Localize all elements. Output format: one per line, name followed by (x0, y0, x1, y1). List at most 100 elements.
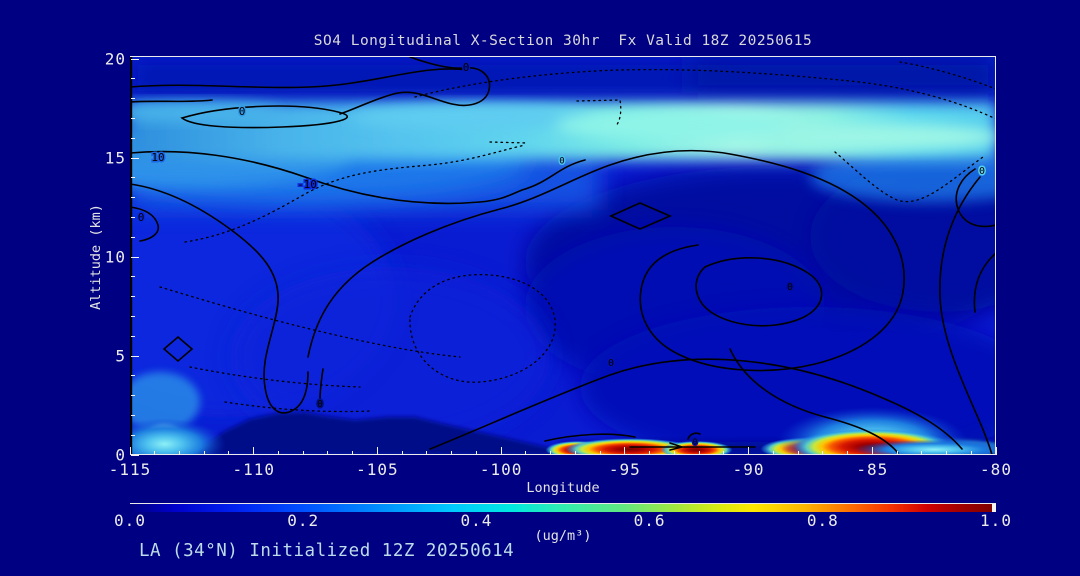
x-minor-tick (723, 451, 725, 455)
colorbar-unit: (ug/m³) (534, 528, 592, 544)
y-minor-tick (131, 414, 135, 416)
x-tick-label: -115 (108, 460, 152, 479)
x-minor-tick (822, 451, 824, 455)
x-minor-tick (401, 451, 403, 455)
x-minor-tick (896, 451, 898, 455)
x-major-tick (253, 447, 255, 455)
colorbar-end-cap (992, 504, 996, 512)
contour-labels: 0 10 -10 0 0 0 0 0 0 0 0 (136, 60, 986, 449)
x-tick-label: -90 (732, 460, 765, 479)
x-major-tick (500, 447, 502, 455)
x-minor-tick (946, 451, 947, 455)
y-major-tick (131, 454, 139, 456)
x-minor-tick (302, 451, 304, 455)
contour-label: 0 (979, 166, 985, 177)
x-tick-label: -100 (479, 460, 523, 479)
x-minor-tick (352, 451, 354, 455)
y-major-tick (131, 58, 139, 60)
y-major-tick (131, 355, 139, 357)
x-major-tick (748, 447, 750, 455)
x-tick-label: -80 (980, 460, 1012, 479)
x-minor-tick (277, 451, 279, 455)
y-minor-tick (131, 236, 135, 238)
contour-label: 0 (787, 282, 793, 293)
x-minor-tick (921, 451, 923, 455)
contour-label: 0 (463, 61, 470, 74)
y-minor-tick (131, 315, 135, 317)
y-minor-tick (131, 78, 135, 80)
plot-area: 0 10 -10 0 0 0 0 0 0 0 0 (130, 57, 996, 455)
x-minor-tick (203, 451, 205, 455)
y-minor-tick (131, 296, 135, 298)
colorbar-tick-label: 0.0 (114, 511, 146, 530)
contour-lines-dotted (159, 61, 996, 413)
x-major-tick (995, 447, 997, 455)
surface-plume (660, 440, 733, 455)
colorbar-tick-label: 0.8 (806, 511, 839, 530)
colorbar (130, 503, 996, 512)
chart-title: SO4 Longitudinal X-Section 30hr Fx Valid… (313, 33, 813, 49)
y-major-tick (131, 256, 139, 258)
x-minor-tick (772, 451, 774, 455)
y-tick-label: 15 (104, 148, 126, 168)
x-minor-tick (649, 451, 651, 455)
x-minor-tick (228, 451, 230, 455)
y-major-tick (131, 157, 139, 159)
y-minor-tick (131, 395, 135, 397)
y-tick-label: 10 (104, 247, 126, 267)
contour-label: 0 (559, 157, 564, 167)
surface-plume (130, 418, 226, 455)
contour-label: -10 (297, 178, 317, 191)
y-minor-tick (131, 434, 135, 436)
y-tick-label: 5 (115, 346, 126, 366)
x-minor-tick (154, 451, 156, 455)
colorbar-tick-label: 0.2 (287, 511, 320, 530)
x-major-tick (129, 447, 131, 455)
x-tick-label: -110 (232, 460, 275, 479)
surface-plume-layer (130, 406, 996, 455)
x-minor-tick (451, 451, 453, 455)
y-minor-tick (131, 375, 135, 377)
x-minor-tick (550, 451, 552, 455)
contour-label: 0 (317, 399, 323, 410)
y-minor-tick (131, 177, 135, 179)
contour-label: 0 (608, 358, 614, 369)
concentration-field: 0 10 -10 0 0 0 0 0 0 0 0 (130, 57, 996, 455)
y-tick-label: 0 (115, 445, 126, 465)
y-minor-tick (131, 137, 135, 139)
contour-lines (130, 57, 996, 455)
x-major-tick (376, 447, 378, 455)
x-minor-tick (475, 451, 477, 455)
x-tick-label: -95 (608, 460, 641, 479)
x-tick-label: -85 (856, 460, 889, 479)
y-minor-tick (131, 117, 135, 119)
x-minor-tick (599, 451, 601, 455)
y-minor-tick (131, 98, 135, 100)
x-major-tick (871, 447, 873, 455)
x-minor-tick (574, 451, 576, 455)
x-minor-tick (698, 451, 700, 455)
colorbar-tick-label: 0.6 (633, 511, 666, 530)
y-minor-tick (131, 335, 135, 337)
colorbar-tick-label: 1.0 (980, 511, 1012, 530)
x-minor-tick (327, 451, 329, 455)
x-tick-label: -105 (356, 460, 399, 479)
y-axis-title: Altitude (km) (88, 204, 104, 310)
x-major-tick (624, 447, 626, 455)
colorbar-tick-label: 0.4 (460, 511, 493, 530)
x-minor-tick (970, 451, 972, 455)
x-minor-tick (525, 451, 527, 455)
x-minor-tick (847, 451, 849, 455)
y-minor-tick (131, 197, 135, 199)
contour-label: 0 (239, 105, 246, 118)
contour-label: 10 (151, 151, 164, 164)
x-minor-tick (673, 451, 675, 455)
contour-label: 0 (138, 211, 145, 224)
x-minor-tick (426, 451, 428, 455)
x-axis-title: Longitude (526, 480, 600, 496)
y-tick-label: 20 (104, 49, 126, 69)
y-minor-tick (131, 216, 135, 218)
x-minor-tick (797, 451, 799, 455)
x-minor-tick (178, 451, 180, 455)
